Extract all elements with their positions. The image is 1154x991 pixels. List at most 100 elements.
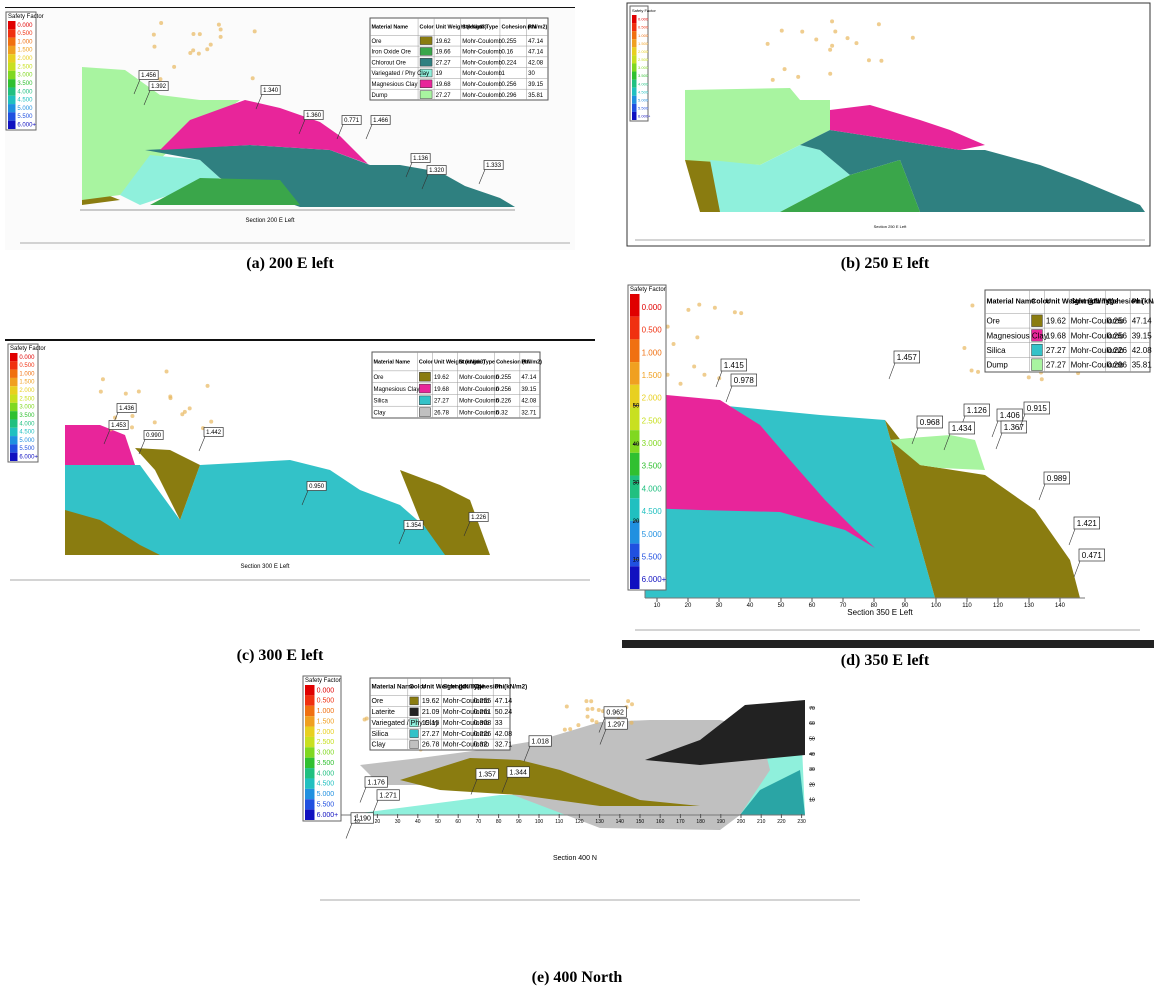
table-header: Unit Weight (kN/m3): [422, 684, 482, 691]
slip-center: [779, 28, 784, 33]
table-cell: Magnesious Clay: [372, 82, 418, 88]
scale-swatch: [632, 15, 637, 24]
table-cell: Mohr-Coulomb: [462, 71, 502, 77]
table-cell: 19.62: [436, 39, 452, 45]
scale-swatch: [8, 45, 16, 55]
x-tick-label: 110: [962, 603, 972, 609]
slip-center: [782, 67, 787, 72]
table-header: Phi: [1132, 297, 1143, 306]
slip-center: [712, 305, 717, 310]
scale-swatch: [305, 768, 315, 779]
slip-center: [589, 699, 594, 704]
table-cell: 39.15: [1132, 331, 1153, 340]
table-cell: Silica: [987, 346, 1007, 355]
material-swatch: [419, 407, 431, 417]
factor-label: 1.392: [151, 84, 167, 90]
table-cell: Clay: [374, 410, 386, 416]
section-label: Section 250 E Left: [874, 224, 908, 229]
scale-label: 4.000: [642, 484, 663, 493]
leader-line: [405, 162, 413, 178]
slip-center: [136, 389, 141, 394]
scale-label: 2.500: [638, 57, 649, 62]
scale-swatch: [305, 695, 315, 706]
scale-label: 5.000: [317, 791, 335, 798]
table-cell: Silica: [374, 399, 389, 405]
factor-box: [350, 812, 374, 824]
material-swatch: [419, 47, 433, 56]
factor-label: 1.406: [1000, 411, 1021, 420]
scale-label: 0.000: [19, 355, 35, 361]
slip-center: [152, 44, 157, 49]
scale-swatch: [8, 95, 16, 105]
factor-box: [506, 766, 530, 778]
scale-title: Safety Factor: [632, 8, 656, 13]
scale-label: 4.500: [19, 430, 35, 436]
slip-center: [205, 383, 210, 388]
scale-swatch: [632, 63, 637, 72]
scale-swatch: [632, 47, 637, 56]
scale-label: 5.500: [317, 802, 335, 809]
factor-box: [720, 358, 747, 372]
x-tick-label: 110: [555, 819, 563, 825]
scale-swatch: [305, 716, 315, 727]
slip-center: [584, 699, 589, 704]
table-cell: 32.71: [521, 410, 537, 416]
table-cell: 0.224: [501, 60, 517, 66]
table-header: Color: [1031, 297, 1050, 306]
x-tick-label: 70: [476, 819, 482, 825]
scale-label: 2.000: [17, 56, 33, 62]
x-tick-label: 50: [435, 819, 441, 825]
slip-center: [100, 377, 105, 382]
scale-swatch: [630, 566, 640, 589]
factor-box: [341, 115, 362, 125]
table-header: Cohesion (kN/m2): [496, 359, 542, 365]
table-cell: 19.68: [434, 387, 450, 393]
table-box: [371, 351, 541, 419]
slip-center: [814, 37, 819, 42]
table-cell: 42.08: [495, 731, 513, 738]
slip-center: [590, 706, 595, 711]
table-cell: 26.78: [434, 410, 450, 416]
factor-label: 1.226: [471, 515, 487, 521]
x-tick-label: 170: [676, 819, 685, 825]
scale-swatch: [8, 104, 16, 113]
material-swatch: [1031, 358, 1043, 371]
slip-center: [629, 720, 634, 725]
table-cell: 0.256: [501, 82, 517, 88]
table-cell: Laterite: [372, 709, 395, 716]
factor-label: 1.340: [263, 88, 279, 94]
x-tick-label: 100: [535, 819, 544, 825]
scale-label: 1.500: [19, 380, 35, 386]
scale-label: 1.000: [642, 348, 663, 357]
scale-label: 0.500: [19, 363, 35, 369]
scale-swatch: [8, 87, 16, 96]
factor-label: 1.415: [724, 361, 745, 370]
slip-center: [152, 420, 157, 425]
x-tick-label: 90: [516, 819, 522, 825]
table-cell: Clay: [372, 742, 387, 749]
slip-center: [665, 324, 670, 329]
factor-label: 1.436: [119, 406, 135, 412]
scale-label: 0.000: [317, 687, 335, 694]
scale-label: 4.500: [317, 781, 335, 788]
slip-center: [187, 406, 192, 411]
scale-label: 6.000+: [19, 455, 38, 461]
scale-swatch: [632, 55, 637, 64]
table-cell: 35.81: [528, 93, 544, 99]
factor-box: [1043, 471, 1070, 485]
factor-box: [948, 421, 975, 435]
scale-swatch: [632, 111, 637, 120]
x-tick-label: 140: [1055, 603, 1066, 609]
leader-line: [103, 429, 111, 445]
slip-center: [910, 35, 915, 40]
table-header: Material Name: [374, 359, 411, 365]
material-swatch: [419, 79, 433, 88]
table-cell: Variegated / Phy Clay: [372, 720, 440, 727]
scale-swatch: [305, 736, 315, 748]
slip-center: [130, 413, 135, 418]
scale-swatch: [10, 361, 18, 370]
slip-center: [686, 307, 691, 312]
table-cell: 0.32: [496, 410, 508, 416]
slip-center: [854, 41, 859, 46]
slip-center: [732, 310, 737, 315]
